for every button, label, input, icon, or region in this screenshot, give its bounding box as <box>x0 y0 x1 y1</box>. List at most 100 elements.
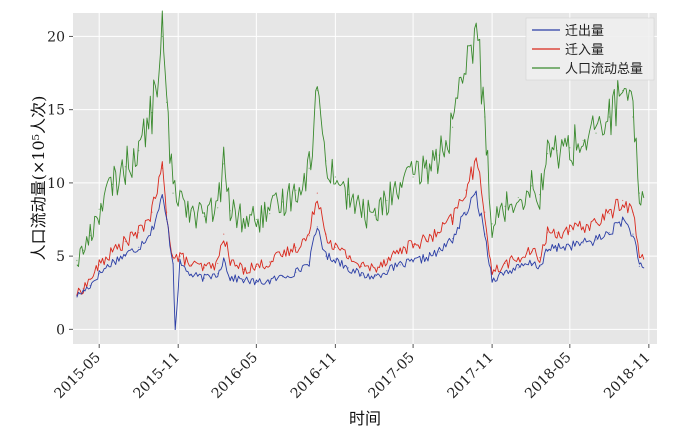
data-point <box>643 258 645 260</box>
y-tick-label: 5 <box>56 249 65 265</box>
data-point <box>82 290 84 292</box>
data-point <box>172 258 174 260</box>
data-point <box>569 147 571 149</box>
data-point <box>399 264 401 266</box>
data-point <box>161 196 163 199</box>
data-point <box>386 258 388 260</box>
data-point <box>491 223 493 225</box>
data-point <box>546 249 549 251</box>
data-point <box>172 262 174 265</box>
data-point <box>325 160 327 162</box>
x-axis-title: 时间 <box>349 409 381 428</box>
x-tick-label: 2015-05 <box>52 350 104 402</box>
data-point <box>179 189 181 191</box>
data-point <box>412 243 414 246</box>
data-point <box>255 281 257 284</box>
data-point <box>190 210 192 212</box>
data-point <box>546 232 549 234</box>
data-point <box>425 167 428 169</box>
data-point <box>546 153 549 155</box>
data-point <box>595 239 597 241</box>
data-point <box>347 255 349 257</box>
legend-label: 迁出量 <box>565 24 604 39</box>
data-point <box>124 240 126 243</box>
data-point <box>179 262 181 265</box>
data-point <box>111 251 114 253</box>
data-point <box>76 295 78 297</box>
data-point <box>452 237 454 240</box>
data-point <box>76 293 78 295</box>
data-point <box>325 233 327 235</box>
data-point <box>556 246 558 248</box>
data-point <box>151 229 153 231</box>
data-point <box>203 215 205 218</box>
data-point <box>111 261 114 263</box>
data-point <box>89 284 91 287</box>
data-point <box>643 267 645 269</box>
data-point <box>399 185 401 187</box>
data-point <box>203 277 205 279</box>
data-point <box>539 194 541 196</box>
data-point <box>223 258 225 260</box>
data-point <box>465 189 467 191</box>
data-point <box>386 270 388 272</box>
data-point <box>217 262 219 265</box>
data-point <box>269 261 271 263</box>
data-point <box>229 277 231 279</box>
data-point <box>638 265 640 267</box>
x-tick-label: 2017-05 <box>365 350 417 402</box>
data-point <box>517 196 519 199</box>
data-point <box>138 246 140 248</box>
data-point <box>98 273 100 275</box>
data-point <box>399 249 401 251</box>
y-tick-label: 0 <box>56 322 65 338</box>
data-point <box>632 116 634 118</box>
y-axis: 0 5 10 15 20 <box>47 29 73 338</box>
data-point <box>347 267 349 269</box>
x-tick-label: 2016-11 <box>288 350 340 402</box>
y-tick-label: 20 <box>47 29 65 45</box>
data-point <box>89 235 91 237</box>
grid <box>73 13 657 344</box>
data-point <box>98 264 100 266</box>
data-point <box>138 232 140 234</box>
data-point <box>174 328 176 330</box>
data-point <box>223 163 225 165</box>
data-point <box>622 218 624 221</box>
data-point <box>412 176 414 178</box>
data-point <box>360 274 363 276</box>
data-point <box>539 256 541 259</box>
data-point <box>465 211 467 213</box>
data-point <box>608 232 610 234</box>
data-point <box>360 265 363 267</box>
legend-label: 迁入量 <box>565 43 604 58</box>
data-point <box>334 258 336 260</box>
data-point <box>217 207 219 209</box>
data-point <box>622 199 624 202</box>
x-axis: 2015-05 2015-11 2016-05 2016-11 2017-05 2017-… <box>52 344 654 402</box>
data-point <box>255 218 257 221</box>
data-point <box>166 211 168 213</box>
data-point <box>151 111 153 114</box>
data-point <box>517 267 519 269</box>
series-line-2 <box>76 10 645 267</box>
data-point <box>281 201 284 203</box>
data-point <box>438 251 440 253</box>
data-point <box>138 150 140 152</box>
data-point <box>608 213 610 215</box>
data-point <box>504 262 506 265</box>
legend-label: 人口流动总量 <box>565 62 643 77</box>
data-point <box>229 261 231 263</box>
data-point <box>386 199 388 202</box>
data-point <box>166 101 168 103</box>
data-point <box>242 278 245 281</box>
data-point <box>295 271 297 273</box>
data-point <box>475 160 477 162</box>
data-point <box>308 261 310 263</box>
data-point <box>255 265 257 267</box>
data-point <box>308 235 310 237</box>
data-point <box>504 271 506 273</box>
data-point <box>124 166 126 168</box>
data-point <box>179 255 181 257</box>
